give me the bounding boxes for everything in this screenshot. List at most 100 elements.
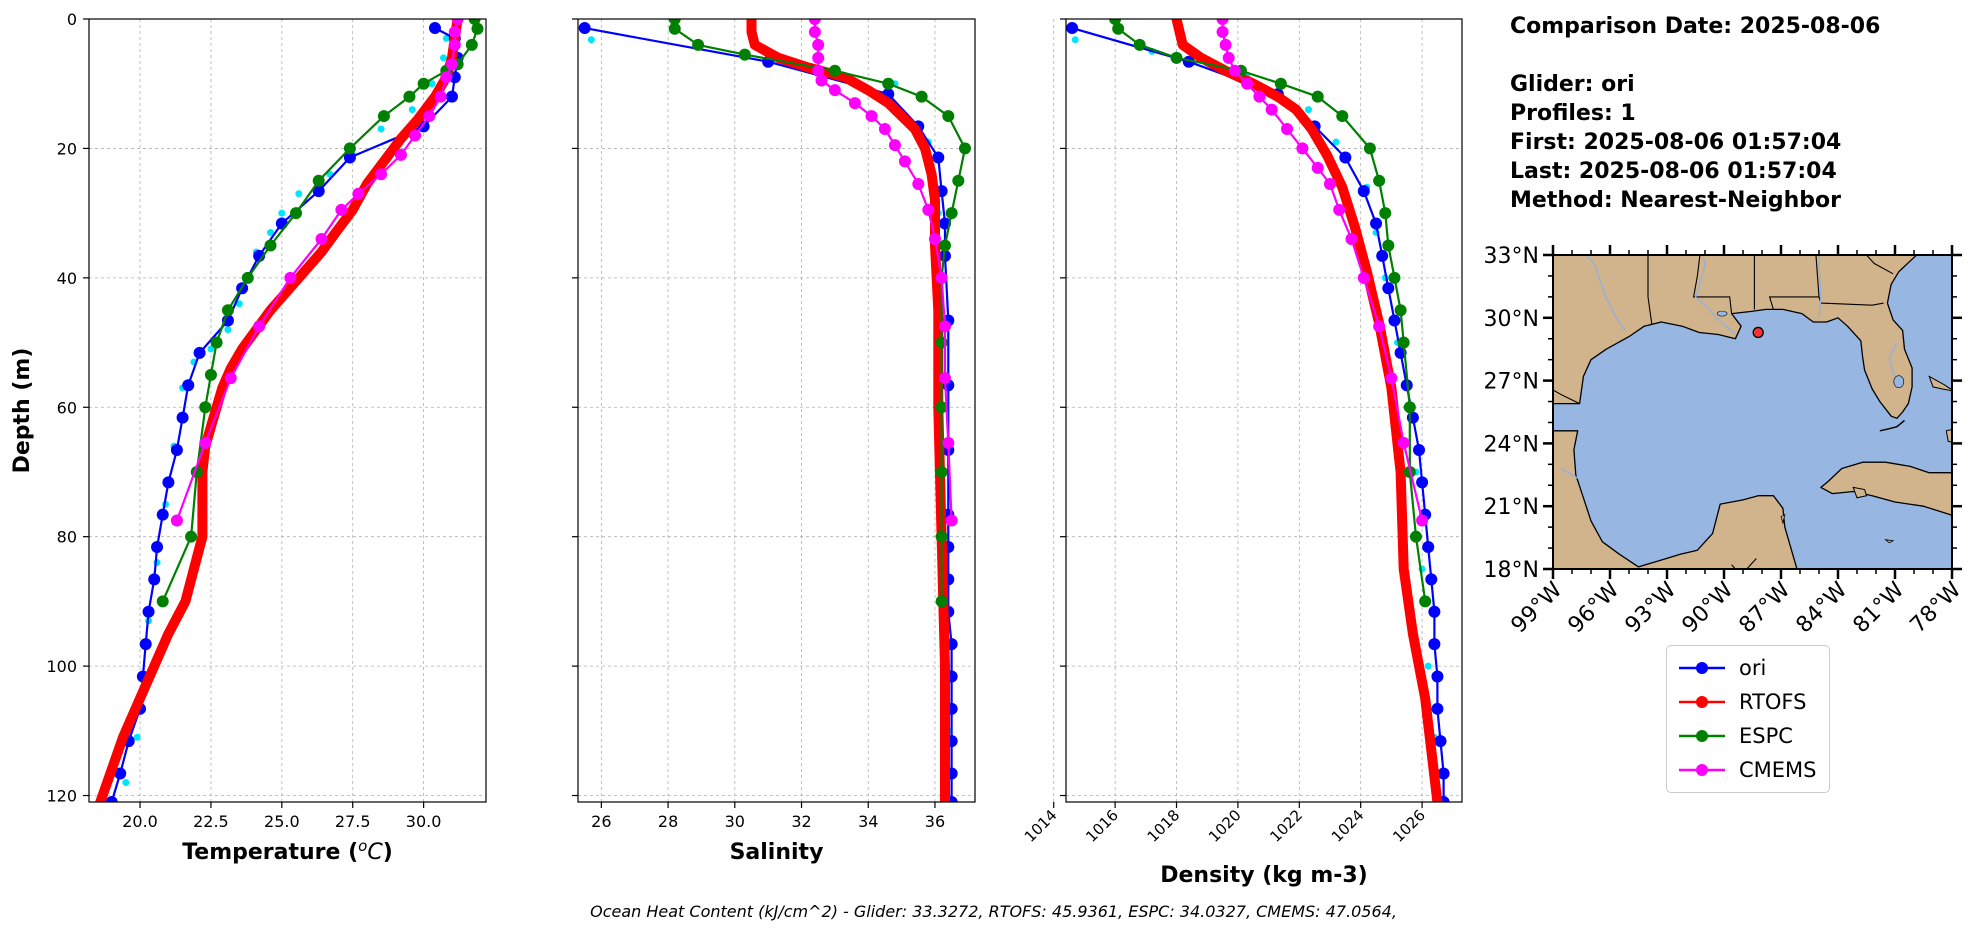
data-point-cmems (1216, 25, 1229, 38)
glider-name-text: Glider: ori (1510, 72, 1635, 97)
series-line-espc (673, 19, 967, 602)
data-point-espc (199, 401, 212, 414)
data-point-cmems (451, 19, 464, 25)
series-group (95, 19, 484, 802)
data-point-cmems (1222, 51, 1235, 64)
map-lat-label: 30°N (1484, 307, 1539, 332)
x-tick-label: 1026 (1389, 806, 1429, 846)
data-point-ori (142, 605, 155, 618)
data-point-espc (958, 142, 971, 155)
data-point-ori-raw (122, 779, 130, 787)
data-point-ori-raw (278, 209, 286, 217)
legend-swatch-espc (1679, 730, 1725, 742)
legend-label-ori: ori (1739, 656, 1767, 680)
data-point-ori (932, 151, 945, 164)
data-point-ori-raw (377, 125, 385, 133)
series-line-cmems (175, 19, 459, 521)
data-point-espc (312, 174, 325, 187)
data-point-cmems (1216, 19, 1229, 25)
data-point-espc (417, 77, 430, 90)
legend-label-cmems: CMEMS (1739, 758, 1817, 782)
plot-frame (577, 18, 976, 803)
data-point-cmems (1357, 271, 1370, 284)
data-point-espc (1394, 304, 1407, 317)
y-tick-label: 80 (57, 528, 77, 547)
x-tick-label: 1024 (1328, 806, 1368, 846)
legend-item-ori: ori (1667, 651, 1829, 685)
data-point-cmems (409, 129, 422, 142)
border-line (1692, 255, 1733, 314)
x-tick-label: 36 (925, 812, 945, 831)
legend-swatch-ori (1679, 662, 1725, 674)
series-group (578, 19, 971, 802)
island-cayman (1884, 539, 1895, 544)
data-point-ori (1425, 573, 1438, 586)
data-point-cmems (815, 74, 828, 87)
profile-panel-salinity: 26 28 30 32 34 36 Salinity (572, 18, 976, 865)
x-tick-label: 34 (858, 812, 878, 831)
data-point-ori (1357, 185, 1370, 198)
border-line (1768, 255, 1820, 310)
data-point-cmems (253, 320, 266, 333)
data-point-espc (241, 271, 254, 284)
series-line-rtofs (95, 19, 463, 802)
data-point-espc (1403, 401, 1416, 414)
data-point-ori (182, 379, 195, 392)
data-point-cmems (878, 123, 891, 136)
data-point-cmems (1345, 233, 1358, 246)
border-line (1746, 558, 1757, 569)
data-point-cmems (1373, 320, 1386, 333)
data-point-espc (343, 142, 356, 155)
border-line (1553, 389, 1580, 405)
data-point-cmems (1253, 90, 1266, 103)
y-tick-label: 120 (46, 787, 77, 806)
data-point-ori-raw (224, 326, 232, 334)
data-point-ori (1431, 702, 1444, 715)
series-line-rtofs (1171, 19, 1443, 802)
data-point-ori (151, 541, 164, 554)
data-point-cmems (335, 203, 348, 216)
map-lon-label: 93°W (1621, 577, 1682, 638)
data-point-cmems (394, 148, 407, 161)
data-point-ori-raw (428, 80, 436, 88)
data-point-ori-raw (442, 34, 450, 42)
data-point-espc (952, 174, 965, 187)
map-lat-label: 18°N (1484, 558, 1539, 583)
data-point-cmems (199, 436, 212, 449)
data-point-espc (221, 304, 234, 317)
legend-item-espc: ESPC (1667, 719, 1829, 753)
gulf-of-mexico-water (1553, 255, 1952, 569)
data-point-cmems (1228, 64, 1241, 77)
data-point-ori (1388, 314, 1401, 327)
y-axis-label: Depth (m) (10, 348, 35, 474)
data-point-ori-raw (1071, 36, 1079, 44)
border-line (1647, 255, 1653, 325)
river-line (1818, 255, 1822, 318)
island-cozumel (1780, 513, 1786, 525)
series-line-ori (1071, 27, 1445, 802)
data-point-ori-raw (587, 36, 595, 44)
data-point-cmems (928, 233, 941, 246)
data-point-espc (1379, 207, 1392, 220)
lake-pontchartrain (1716, 310, 1728, 317)
legend-swatch-cmems (1679, 764, 1725, 776)
method-text: Method: Nearest-Neighbor (1510, 188, 1841, 213)
data-point-cmems (1416, 514, 1429, 527)
data-point-cmems (170, 514, 183, 527)
data-point-cmems (865, 110, 878, 123)
data-point-espc (668, 22, 681, 35)
plot-frame (1065, 18, 1463, 803)
glider-location-map: 33°N 30°N 27°N 24°N 21°N 18°N99°W96°W93°W90°W… (1484, 244, 1967, 638)
map-lon-label: 99°W (1507, 577, 1568, 638)
data-point-cmems (938, 372, 951, 385)
profiles-count-text: Profiles: 1 (1510, 101, 1636, 126)
legend-item-rtofs: RTOFS (1667, 685, 1829, 719)
map-lat-label: 27°N (1484, 370, 1539, 395)
data-point-ori (162, 476, 175, 489)
data-point-cmems (1385, 372, 1398, 385)
data-point-ori-raw (133, 733, 141, 741)
map-lat-label: 21°N (1484, 495, 1539, 520)
data-point-espc (935, 595, 948, 608)
x-tick-label: 32 (791, 812, 811, 831)
data-point-ori (1428, 638, 1441, 651)
